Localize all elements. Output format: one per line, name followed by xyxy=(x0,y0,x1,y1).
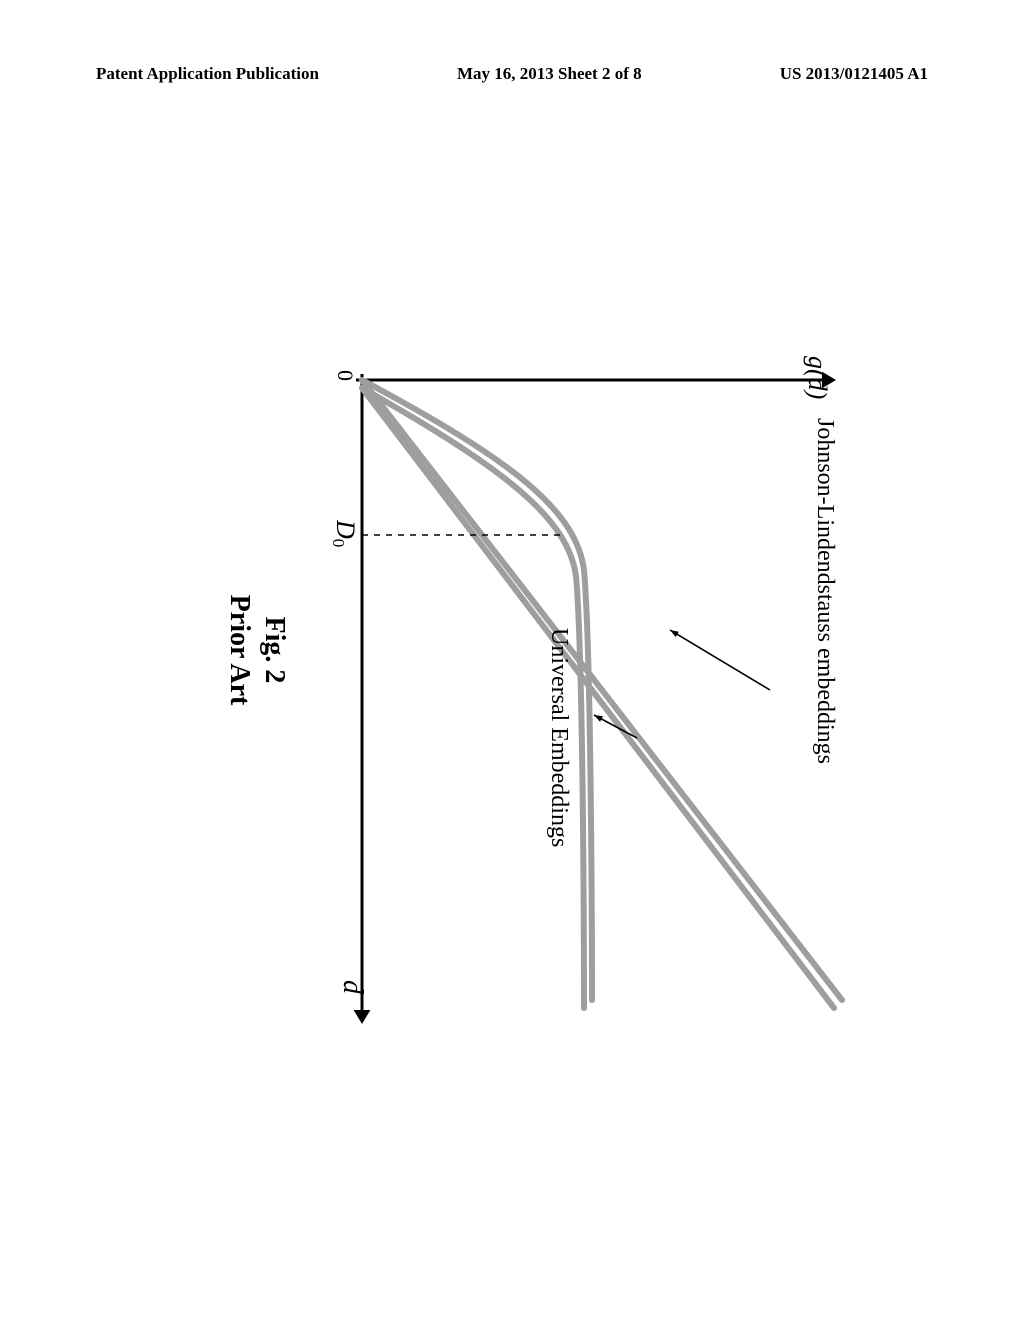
figure-area: g(d) d 0 D0 Johnson-Lindendstauss embedd… xyxy=(0,0,1024,1320)
embeddings-chart xyxy=(322,240,862,1060)
universal-curve-label: Universal Embeddings xyxy=(545,628,572,847)
caption-line-2: Prior Art xyxy=(222,240,257,1060)
y-axis-label: g(d) xyxy=(802,356,832,399)
d0-label: D0 xyxy=(328,520,360,547)
caption-line-1: Fig. 2 xyxy=(257,240,292,1060)
x-axis-label: d xyxy=(336,980,368,994)
origin-label: 0 xyxy=(332,370,358,381)
figure-caption: Fig. 2 Prior Art xyxy=(222,240,292,1060)
rotated-figure: g(d) d 0 D0 Johnson-Lindendstauss embedd… xyxy=(162,240,862,1060)
jl-curve-label: Johnson-Lindendstauss embeddings xyxy=(811,418,838,764)
